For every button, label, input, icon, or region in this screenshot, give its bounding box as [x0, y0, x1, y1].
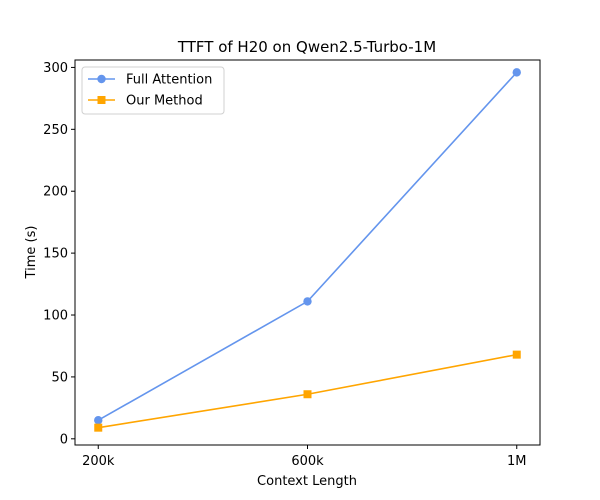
legend-box: [81, 66, 225, 115]
data-point: [303, 390, 312, 399]
series-line-0: [97, 71, 518, 421]
plot-frame: [74, 59, 541, 446]
chart-title: TTFT of H20 on Qwen2.5-Turbo-1M: [177, 38, 436, 56]
y-tick-label: 0: [60, 432, 68, 447]
y-tick-label: 50: [51, 370, 68, 385]
y-tick-label: 300: [43, 61, 68, 76]
data-point: [94, 423, 103, 432]
legend-marker: [97, 74, 106, 84]
data-point: [303, 297, 312, 306]
y-axis: 0 50 100 150 200 250 300: [43, 61, 75, 447]
x-tick-label: 600k: [291, 454, 324, 469]
y-tick-label: 250: [43, 123, 68, 138]
legend-marker: [97, 96, 106, 104]
legend-label: Full Attention: [126, 73, 212, 88]
x-axis: 200k 600k 1M: [82, 445, 527, 469]
y-tick-label: 100: [43, 309, 68, 324]
y-axis-label: Time (s): [24, 226, 39, 280]
data-point: [512, 68, 521, 77]
data-point: [512, 350, 521, 359]
x-axis-label: Context Length: [257, 474, 357, 489]
y-tick-label: 200: [43, 185, 68, 200]
data-point: [94, 416, 103, 425]
y-tick-label: 150: [43, 247, 68, 262]
legend: Full Attention Our Method: [81, 66, 225, 115]
x-tick-label: 200k: [82, 454, 115, 469]
legend-label: Our Method: [126, 94, 203, 109]
x-tick-label: 1M: [507, 454, 527, 469]
plot-area: [94, 68, 521, 432]
